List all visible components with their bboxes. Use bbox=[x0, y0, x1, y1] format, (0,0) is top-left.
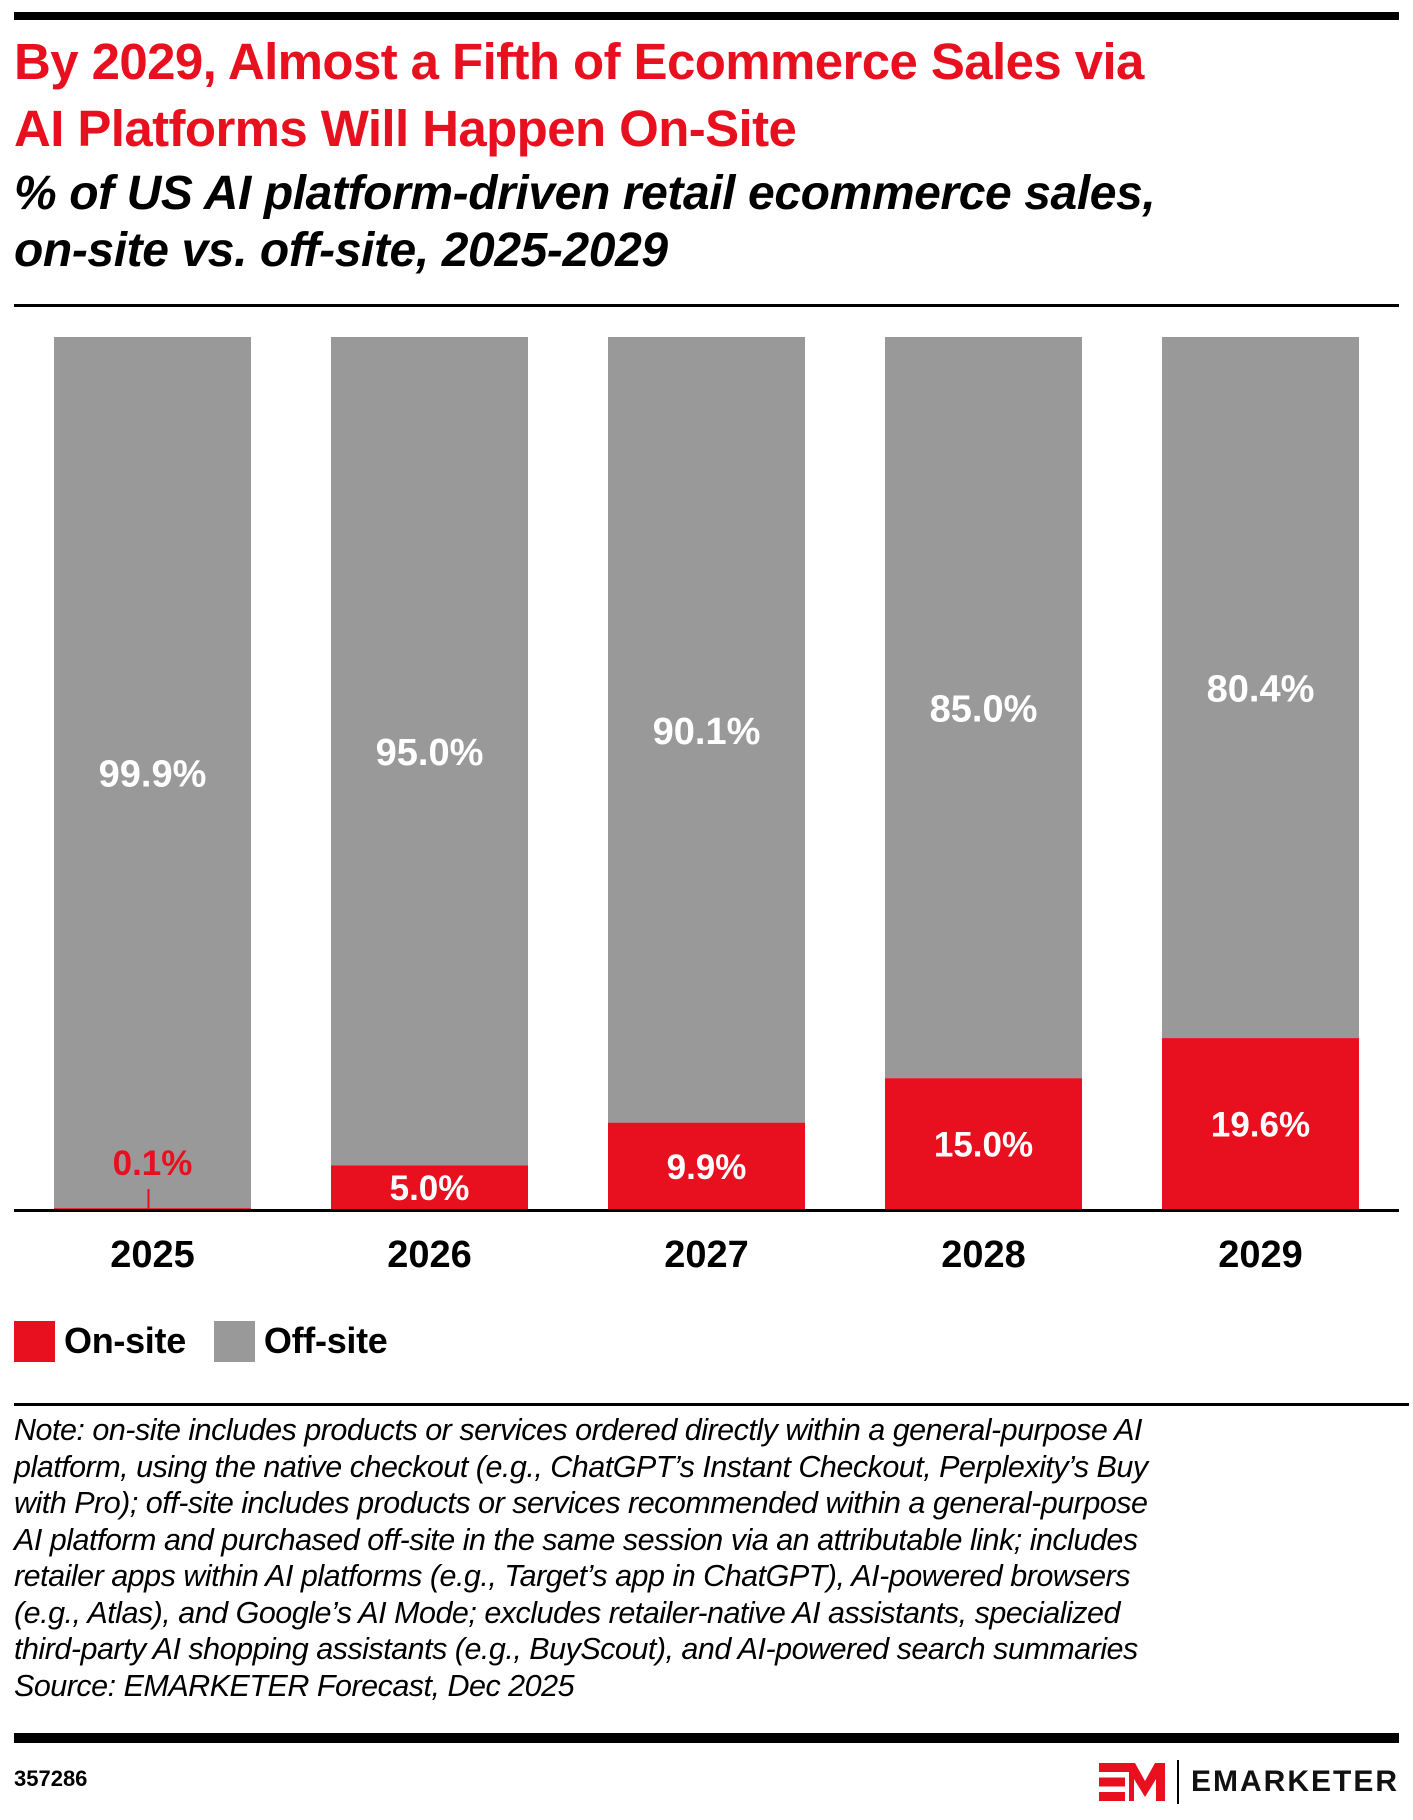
x-tick-label-2026: 2026 bbox=[387, 1234, 472, 1276]
note-divider bbox=[14, 1403, 1409, 1406]
legend-label-off-site: Off-site bbox=[263, 1320, 388, 1361]
top-rule bbox=[14, 12, 1399, 20]
bar-segment-on-site-2027 bbox=[608, 1122, 805, 1209]
legend-swatch-off-site bbox=[213, 1320, 255, 1362]
x-tick-label-2028: 2028 bbox=[941, 1234, 1026, 1276]
subtitle-line-1: % of US AI platform-driven retail ecomme… bbox=[14, 167, 1156, 220]
x-tick-label-2025: 2025 bbox=[110, 1234, 195, 1276]
bar-segment-on-site-2026 bbox=[331, 1165, 528, 1209]
legend-label-on-site: On-site bbox=[64, 1320, 186, 1361]
chart-title: By 2029, Almost a Fifth of Ecommerce Sal… bbox=[14, 28, 1404, 162]
bar-segment-on-site-2029 bbox=[1162, 1038, 1359, 1209]
subtitle-line-2: on-site vs. off-site, 2025-2029 bbox=[14, 224, 668, 277]
data-label-off-site-2029: 80.4% bbox=[1207, 669, 1315, 711]
data-label-off-site-2025: 99.9% bbox=[99, 754, 207, 796]
logo-divider bbox=[1176, 1760, 1179, 1804]
data-label-on-site-2026: 5.0% bbox=[390, 1169, 470, 1208]
legend-item-on-site: On-site bbox=[14, 1320, 186, 1362]
value-labels-group: 99.9% 0.1% 95.0% 5.0% 90.1% 9.9% 85.0% 15.0% 80.… bbox=[99, 669, 1315, 1209]
chart-id: 357286 bbox=[14, 1766, 88, 1791]
bar-segment-off-site-2029 bbox=[1162, 337, 1359, 1039]
bar-segment-off-site-2026 bbox=[331, 337, 528, 1166]
legend: On-site Off-site bbox=[14, 1320, 416, 1362]
bar-segment-off-site-2025 bbox=[54, 337, 251, 1209]
x-tick-label-2027: 2027 bbox=[664, 1234, 749, 1276]
data-label-on-site-2025: 0.1% bbox=[113, 1144, 193, 1183]
bar-segment-off-site-2027 bbox=[608, 337, 805, 1123]
note-line: third-party AI shopping assistants (e.g.… bbox=[14, 1632, 1138, 1666]
data-label-on-site-2029: 19.6% bbox=[1211, 1106, 1310, 1145]
chart-note: Note: on-site includes products or servi… bbox=[14, 1412, 1409, 1704]
legend-swatch-on-site bbox=[14, 1320, 55, 1362]
data-label-on-site-2027: 9.9% bbox=[667, 1148, 747, 1187]
bar-segment-on-site-2025 bbox=[54, 1208, 251, 1209]
bottom-rule bbox=[14, 1733, 1399, 1743]
note-line: retailer apps within AI platforms (e.g.,… bbox=[14, 1559, 1130, 1593]
note-line: AI platform and purchased off-site in th… bbox=[14, 1522, 1138, 1557]
chart-subtitle: % of US AI platform-driven retail ecomme… bbox=[14, 165, 1404, 279]
em-logo-icon bbox=[1098, 1763, 1165, 1801]
note-line: Note: on-site includes products or servi… bbox=[14, 1413, 1143, 1447]
bar-segment-off-site-2028 bbox=[885, 337, 1082, 1079]
legend-item-off-site: Off-site bbox=[213, 1320, 388, 1362]
note-line: platform, using the native checkout (e.g… bbox=[14, 1449, 1148, 1484]
stacked-bar-chart: 99.9% 0.1% 95.0% 5.0% 90.1% 9.9% 85.0% 15.0% 80.… bbox=[14, 337, 1399, 1276]
bar-segment-on-site-2028 bbox=[885, 1078, 1082, 1209]
brand-name: EMARKETER bbox=[1190, 1765, 1399, 1798]
title-line-1: By 2029, Almost a Fifth of Ecommerce Sal… bbox=[14, 33, 1144, 90]
data-label-on-site-2028: 15.0% bbox=[934, 1126, 1033, 1165]
data-label-off-site-2026: 95.0% bbox=[376, 732, 484, 774]
data-label-off-site-2028: 85.0% bbox=[930, 689, 1038, 731]
x-tick-label-2029: 2029 bbox=[1218, 1234, 1303, 1276]
title-line-2: AI Platforms Will Happen On-Site bbox=[14, 100, 797, 157]
x-axis-tick-labels: 2025 2026 2027 2028 2029 bbox=[110, 1234, 1303, 1276]
header-divider bbox=[14, 304, 1399, 307]
note-line: with Pro); off-site includes products or… bbox=[14, 1486, 1148, 1520]
bars-group bbox=[54, 337, 1359, 1209]
emarketer-logo: EMARKETER bbox=[1098, 1760, 1399, 1804]
note-line: (e.g., Atlas), and Google’s AI Mode; exc… bbox=[14, 1595, 1120, 1630]
data-label-off-site-2027: 90.1% bbox=[653, 711, 761, 753]
source-line: Source: EMARKETER Forecast, Dec 2025 bbox=[14, 1668, 575, 1703]
